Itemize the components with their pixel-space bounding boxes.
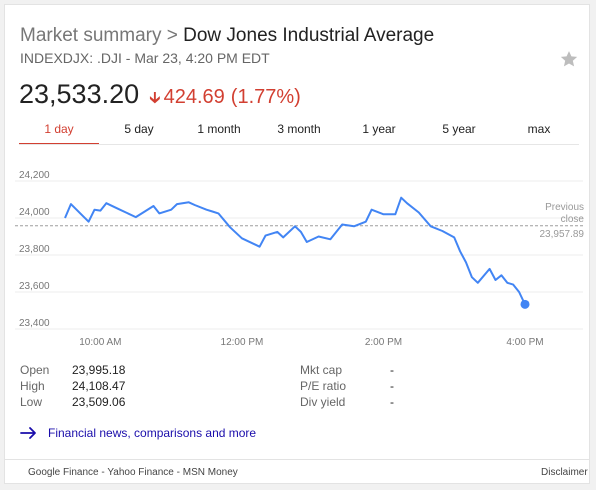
stat-label: Open [20, 363, 50, 377]
right-arrow-icon [20, 427, 36, 439]
time-range-tabs: 1 day 5 day 1 month 3 month 1 year 5 year max [19, 119, 579, 145]
footer-separator: - [173, 467, 183, 478]
price-chart: 24,200 24,000 23,800 23,600 23,400 10:00 AM 12… [15, 170, 585, 348]
stat-value: - [390, 363, 394, 377]
tab-5-year[interactable]: 5 year [442, 122, 476, 136]
index-subtitle: INDEXDJX: .DJI - Mar 23, 4:20 PM EDT [20, 50, 270, 66]
stat-label: Mkt cap [300, 363, 343, 377]
tab-1-day[interactable]: 1 day [19, 119, 99, 145]
footer-divider [4, 459, 590, 460]
change-value: 424.69 [163, 86, 225, 108]
breadcrumb-separator: > [166, 25, 178, 46]
stat-value: - [390, 379, 394, 393]
footer-link-yahoo-finance[interactable]: Yahoo Finance [107, 467, 174, 478]
tabs-divider [19, 144, 579, 145]
y-tick-label: 23,800 [19, 244, 50, 255]
x-tick-label: 10:00 AM [79, 337, 121, 348]
stat-value: 23,995.18 [72, 363, 126, 377]
y-tick-label: 23,400 [19, 318, 50, 329]
tab-3-month[interactable]: 3 month [277, 122, 321, 136]
quote-row: 23,533.20 🡳 424.69 (1.77%) [19, 79, 301, 114]
y-tick-label: 24,200 [19, 170, 50, 181]
disclaimer-link[interactable]: Disclaimer [541, 467, 588, 478]
tab-max[interactable]: max [527, 122, 551, 136]
news-link-label[interactable]: Financial news, comparisons and more [48, 426, 257, 440]
page-title: Market summary > Dow Jones Industrial Av… [20, 25, 434, 47]
tab-1-month[interactable]: 1 month [197, 122, 241, 136]
x-tick-label: 12:00 PM [221, 337, 264, 348]
index-name: Dow Jones Industrial Average [183, 25, 435, 46]
previous-close-value: 23,957.89 [540, 229, 585, 240]
tab-1-year[interactable]: 1 year [362, 122, 396, 136]
news-link[interactable]: Financial news, comparisons and more [20, 426, 256, 440]
stat-label: Div yield [300, 395, 346, 409]
finance-card: Market summary > Dow Jones Industrial Av… [4, 4, 590, 484]
tab-5-day[interactable]: 5 day [124, 122, 154, 136]
footer-link-msn-money[interactable]: MSN Money [182, 467, 238, 478]
price-series-line [64, 196, 526, 305]
footer-sources: Google Finance - Yahoo Finance - MSN Mon… [28, 467, 238, 478]
y-tick-label: 24,000 [19, 207, 50, 218]
x-tick-label: 4:00 PM [506, 337, 543, 348]
footer-separator: - [98, 467, 108, 478]
stat-label: High [20, 379, 45, 393]
previous-close-label: close [561, 214, 585, 225]
stat-label: P/E ratio [300, 379, 347, 393]
price-change: 🡳 424.69 (1.77%) [149, 86, 301, 114]
current-price: 23,533.20 [19, 79, 140, 109]
change-percent: (1.77%) [230, 86, 301, 108]
y-tick-label: 23,600 [19, 281, 50, 292]
footer-link-google-finance[interactable]: Google Finance [28, 467, 99, 478]
stat-value: 24,108.47 [72, 379, 126, 393]
stat-value: - [390, 395, 394, 409]
breadcrumb-market-summary[interactable]: Market summary [20, 25, 162, 46]
last-price-marker [520, 299, 530, 309]
stat-label: Low [20, 395, 43, 409]
down-arrow-icon: 🡳 [149, 90, 161, 107]
x-tick-label: 2:00 PM [365, 337, 402, 348]
previous-close-label: Previous [545, 202, 584, 213]
star-icon[interactable] [559, 49, 579, 69]
stat-value: 23,509.06 [72, 395, 126, 409]
